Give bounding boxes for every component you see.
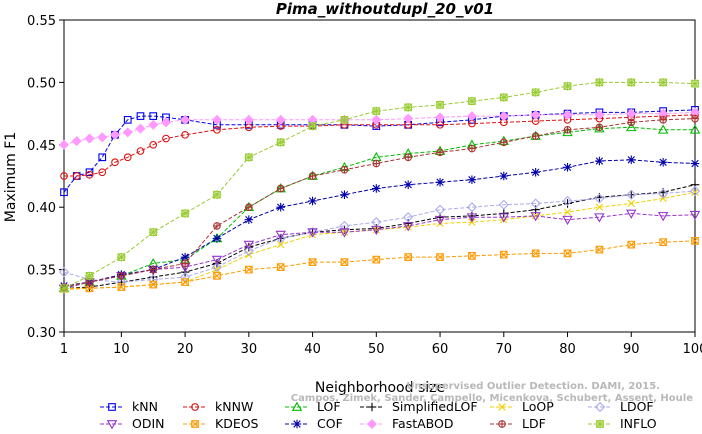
y-tick-label: 0.45: [27, 139, 56, 154]
legend-label: INFLO: [620, 416, 657, 431]
x-tick-label: 10: [113, 342, 130, 357]
data-point: [499, 93, 508, 102]
legend-item-knnw: kNNW: [183, 399, 253, 414]
data-point: [181, 209, 190, 218]
data-point: [372, 184, 381, 193]
data-point: [246, 204, 253, 211]
data-point: [341, 166, 348, 173]
data-point: [405, 154, 412, 161]
data-point: [340, 116, 349, 125]
x-tick-label: 50: [368, 342, 385, 357]
legend-item-fastabod: FastABOD: [360, 416, 454, 431]
data-point: [531, 88, 540, 97]
data-point: [468, 175, 477, 184]
x-tick-label: 1: [60, 342, 68, 357]
data-point: [276, 138, 285, 147]
y-tick-label: 0.30: [27, 326, 56, 341]
data-point: [213, 234, 222, 243]
legend-label: kNN: [132, 399, 158, 414]
data-point: [308, 197, 317, 206]
legend-label: FastABOD: [392, 416, 454, 431]
data-point: [276, 203, 285, 212]
y-tick-label: 0.40: [27, 201, 56, 216]
data-point: [245, 153, 254, 162]
legend-label: kNNW: [215, 399, 253, 414]
x-tick-label: 80: [559, 342, 576, 357]
data-point: [213, 190, 222, 199]
chart: Pima_withoutdupl_20_v01 Maximum F1 Neigh…: [0, 0, 702, 434]
data-point: [182, 260, 189, 267]
data-point: [531, 168, 540, 177]
x-tick-label: 20: [177, 342, 194, 357]
x-tick-label: 90: [623, 342, 640, 357]
legend-item-knn: kNN: [100, 399, 158, 414]
data-point: [628, 119, 635, 126]
data-point: [563, 82, 572, 91]
y-tick-label: 0.35: [27, 264, 56, 279]
data-point: [436, 101, 445, 110]
data-point: [499, 172, 508, 181]
x-tick-label: 60: [432, 342, 449, 357]
data-point: [404, 103, 413, 112]
chart-title: Pima_withoutdupl_20_v01: [276, 0, 494, 18]
data-point: [118, 273, 125, 280]
plot-area: 1 10 20 30 40 50 60 70 80 90 100 0.30 0.35 0.40 0.45 0.…: [27, 14, 702, 357]
data-point: [149, 228, 158, 237]
y-axis-label: Maximum F1: [3, 132, 19, 222]
data-point: [692, 115, 699, 122]
data-point: [627, 78, 636, 87]
plot-frame: [64, 20, 695, 332]
data-point: [660, 117, 667, 124]
legend-item-inflo: INFLO: [588, 416, 657, 431]
data-point: [595, 157, 604, 166]
data-point: [691, 79, 700, 88]
y-tick-label: 0.50: [27, 76, 56, 91]
legend-label: KDEOS: [215, 416, 259, 431]
data-point: [563, 163, 572, 172]
y-tick-label: 0.55: [27, 14, 56, 29]
data-point: [691, 159, 700, 168]
data-point: [214, 223, 221, 230]
data-point: [468, 97, 477, 106]
x-tick-label: 100: [683, 342, 702, 357]
data-point: [308, 122, 317, 131]
data-point: [117, 253, 126, 262]
watermark-citation: Unsupervised Outlier Detection. DAMI, 20…: [406, 381, 660, 392]
data-point: [437, 149, 444, 156]
data-point: [436, 178, 445, 187]
data-point: [340, 190, 349, 199]
data-point: [627, 155, 636, 164]
data-point: [469, 145, 476, 152]
data-point: [532, 133, 539, 140]
data-point: [277, 185, 284, 192]
data-point: [564, 127, 571, 134]
data-point: [404, 180, 413, 189]
legend-label: COF: [317, 416, 343, 431]
legend-item-odin: ODIN: [100, 416, 165, 431]
data-point: [659, 78, 668, 87]
data-point: [150, 266, 157, 273]
legend-label: LDF: [522, 416, 546, 431]
data-point: [659, 158, 668, 167]
legend-label: ODIN: [132, 416, 165, 431]
legend-item-ldf: LDF: [490, 416, 546, 431]
data-point: [596, 124, 603, 131]
watermark-authors: Campos, Zimek, Sander, Campello, Micenko…: [291, 393, 693, 404]
marker-part: [368, 420, 377, 429]
data-point: [85, 272, 94, 281]
data-point: [500, 139, 507, 146]
data-point: [373, 160, 380, 167]
x-tick-label: 70: [496, 342, 513, 357]
x-tick-label: 40: [304, 342, 321, 357]
data-point: [309, 173, 316, 180]
data-point: [245, 215, 254, 224]
data-point: [595, 78, 604, 87]
data-point: [60, 284, 69, 293]
data-point: [372, 107, 381, 116]
legend-item-cof: COF: [285, 416, 343, 431]
legend-item-kdeos: KDEOS: [183, 416, 259, 431]
x-tick-label: 30: [241, 342, 258, 357]
